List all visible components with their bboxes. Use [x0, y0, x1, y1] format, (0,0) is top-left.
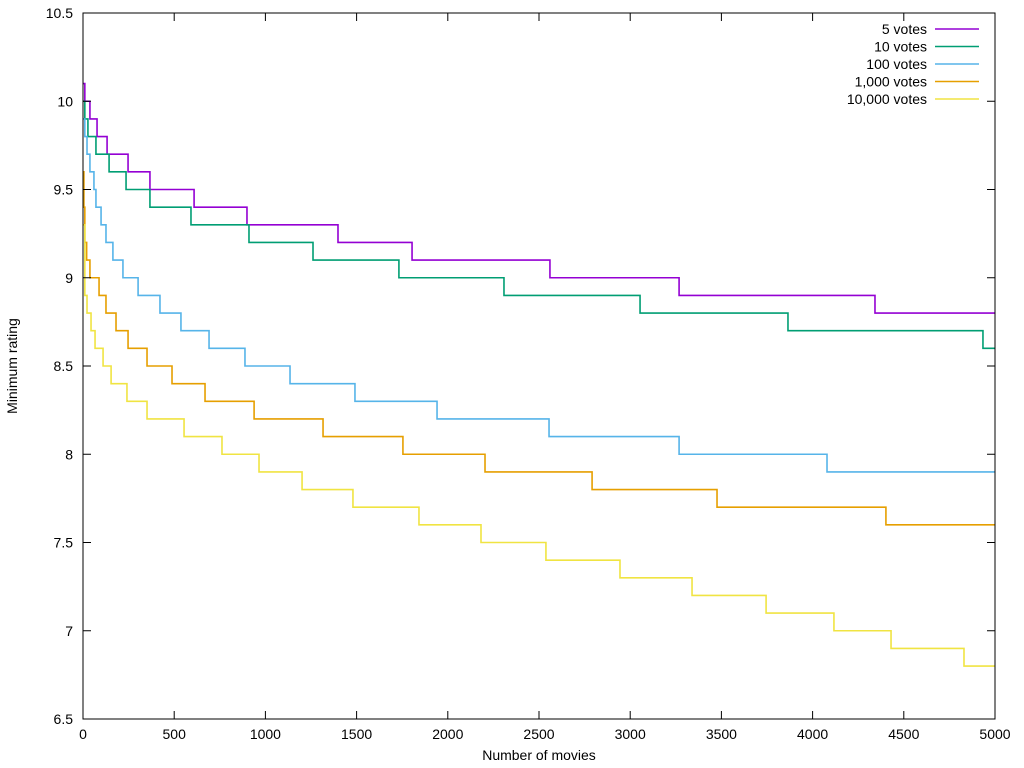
x-tick-label: 2000 [432, 726, 463, 742]
x-tick-label: 5000 [979, 726, 1010, 742]
series-line-2 [83, 118, 995, 473]
y-tick-label: 8.5 [54, 358, 74, 374]
x-tick-label: 3500 [706, 726, 737, 742]
x-tick-label: 4500 [888, 726, 919, 742]
x-tick-label: 1000 [250, 726, 281, 742]
x-axis-label: Number of movies [482, 747, 596, 763]
x-tick-label: 500 [163, 726, 187, 742]
x-tick-label: 3000 [615, 726, 646, 742]
y-tick-label: 9.5 [54, 182, 74, 198]
plot-frame [82, 12, 996, 720]
y-tick-label: 8 [65, 446, 73, 462]
legend-label: 100 votes [866, 56, 927, 72]
x-tick-label: 4000 [797, 726, 828, 742]
legend-label: 10 votes [874, 39, 927, 55]
x-tick-label: 2500 [523, 726, 554, 742]
x-tick-label: 1500 [341, 726, 372, 742]
series-line-1 [83, 100, 995, 350]
y-tick-label: 9 [65, 270, 73, 286]
series-line-0 [83, 82, 995, 314]
y-tick-label: 7 [65, 623, 73, 639]
legend-label: 1,000 votes [855, 74, 927, 90]
series-layer [83, 82, 995, 667]
y-tick-label: 10 [57, 93, 73, 109]
y-axis-label: Minimum rating [4, 318, 20, 414]
y-tick-label: 10.5 [46, 5, 73, 21]
legend-label: 10,000 votes [847, 91, 927, 107]
legend-label: 5 votes [882, 21, 927, 37]
y-tick-label: 6.5 [54, 711, 74, 727]
series-line-3 [83, 171, 995, 526]
y-tick-label: 7.5 [54, 535, 74, 551]
series-line-4 [83, 224, 995, 667]
x-tick-label: 0 [79, 726, 87, 742]
ticks-layer: 0 500 1000 1500 2000 2500 3000 3500 4000 4500 5000… [46, 5, 1011, 742]
